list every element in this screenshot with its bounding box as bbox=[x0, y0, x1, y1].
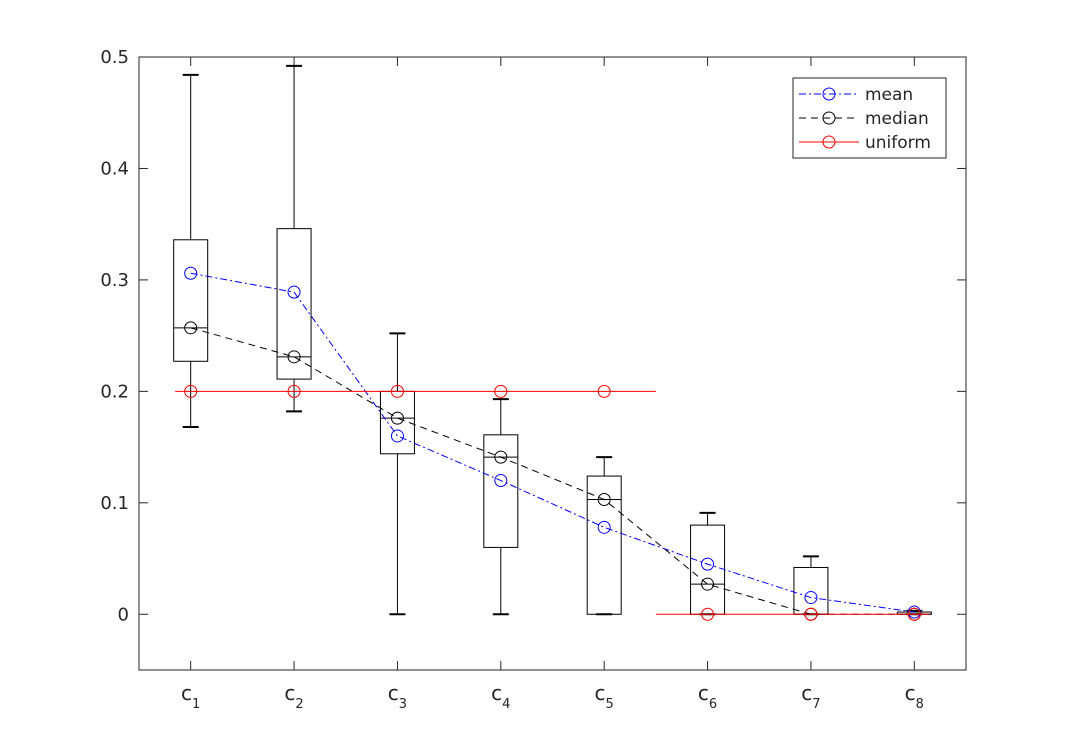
box-c3 bbox=[379, 332, 415, 616]
box-c8 bbox=[896, 609, 932, 616]
legend-item-uniform: uniform bbox=[799, 133, 931, 153]
x-tick-label: c3 bbox=[388, 681, 407, 712]
y-tick-label: 0.2 bbox=[100, 381, 129, 402]
box-c4 bbox=[483, 398, 519, 616]
median-marker bbox=[597, 492, 611, 506]
x-tick-label: c8 bbox=[905, 681, 924, 712]
mean-marker bbox=[804, 591, 818, 605]
box-c6 bbox=[690, 511, 726, 616]
median-marker bbox=[287, 350, 301, 364]
uniform-marker bbox=[907, 607, 921, 621]
mean-marker bbox=[494, 474, 508, 488]
legend: mean median uniform bbox=[792, 77, 947, 159]
legend-box bbox=[792, 77, 947, 159]
uniform-marker bbox=[701, 607, 715, 621]
x-tick-label: c4 bbox=[491, 681, 510, 712]
y-tick-label: 0.3 bbox=[100, 270, 129, 291]
mean-marker bbox=[287, 285, 301, 299]
x-tick-label: c7 bbox=[801, 681, 820, 712]
median-line bbox=[190, 327, 915, 615]
mean-marker bbox=[184, 266, 198, 280]
median-marker bbox=[184, 321, 198, 335]
legend-item-mean: mean bbox=[799, 85, 913, 105]
median-marker bbox=[390, 411, 404, 425]
legend-label: uniform bbox=[865, 133, 931, 153]
median-marker bbox=[701, 577, 715, 591]
uniform-marker bbox=[804, 607, 818, 621]
x-tick-label: c6 bbox=[698, 681, 717, 712]
x-tick-label: c1 bbox=[181, 681, 200, 712]
box-c5 bbox=[586, 456, 622, 616]
x-tick-label: c2 bbox=[284, 681, 303, 712]
median-marker bbox=[494, 450, 508, 464]
axes-box bbox=[138, 56, 967, 671]
mean-marker bbox=[597, 520, 611, 534]
y-tick-label: 0.4 bbox=[100, 158, 129, 179]
series-median bbox=[184, 321, 921, 621]
box-c1 bbox=[173, 73, 209, 429]
uniform-marker bbox=[597, 384, 611, 398]
box-c2 bbox=[276, 64, 312, 413]
uniform-marker bbox=[287, 384, 301, 398]
legend-marker bbox=[822, 87, 836, 101]
legend-label: median bbox=[865, 109, 929, 129]
iqr-box bbox=[483, 434, 519, 548]
y-tick-label: 0.5 bbox=[100, 47, 129, 68]
mean-marker bbox=[701, 557, 715, 571]
series-uniform bbox=[175, 384, 930, 621]
mean-marker bbox=[390, 429, 404, 443]
iqr-box bbox=[173, 239, 209, 362]
plot-area: 0 0.1 0.2 0.3 0.4 0.5 c1 c2 c3 c4 c5 c6 c7 c8 bbox=[100, 47, 967, 712]
x-tick-label: c5 bbox=[595, 681, 614, 712]
legend-label: mean bbox=[865, 85, 913, 105]
y-tick-label: 0.1 bbox=[100, 493, 129, 514]
uniform-marker bbox=[494, 384, 508, 398]
legend-marker bbox=[822, 135, 836, 149]
legend-marker bbox=[822, 111, 836, 125]
uniform-marker bbox=[390, 384, 404, 398]
series-mean bbox=[184, 266, 921, 619]
legend-item-median: median bbox=[799, 109, 929, 129]
mean-line bbox=[190, 272, 915, 613]
iqr-box bbox=[586, 475, 622, 615]
iqr-box bbox=[276, 228, 312, 380]
uniform-marker bbox=[184, 384, 198, 398]
y-tick-label: 0 bbox=[118, 604, 129, 625]
box-c7 bbox=[793, 555, 829, 616]
iqr-box bbox=[793, 566, 829, 615]
